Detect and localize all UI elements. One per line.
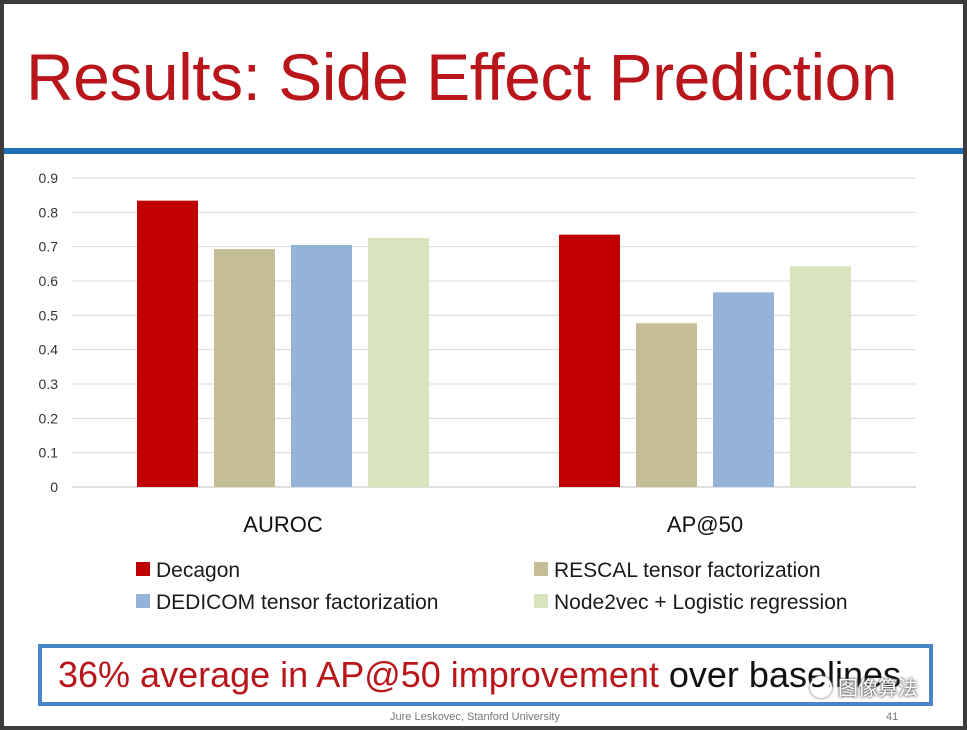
y-tick-label: 0.3 (39, 376, 59, 392)
legend-label: DEDICOM tensor factorization (156, 591, 438, 614)
bar-rescal-tensor-factorization-auroc (214, 249, 275, 487)
title-rule (4, 148, 963, 154)
y-tick-label: 0.7 (39, 239, 59, 255)
y-tick-label: 0.5 (39, 307, 59, 323)
watermark: 图像算法 (810, 672, 918, 701)
bar-dedicom-tensor-factorization-auroc (291, 244, 352, 487)
y-tick-label: 0.9 (39, 170, 59, 186)
bar-node2vec-logistic-regression-ap-50 (790, 266, 851, 487)
bar-chart: 0 0.1 0.2 0.3 0.4 0.5 0.6 0.7 0.8 0.9 AUROC AP@50 De… (39, 170, 916, 614)
bar-dedicom-tensor-factorization-ap-50 (713, 292, 774, 487)
bar-node2vec-logistic-regression-auroc (368, 238, 429, 487)
legend-label: Decagon (156, 559, 240, 582)
watermark-text: 图像算法 (838, 678, 918, 700)
y-tick-label: 0 (50, 479, 58, 495)
wechat-icon (810, 675, 832, 698)
slide-title: Results: Side Effect Prediction (26, 40, 898, 114)
slide: Results: Side Effect Prediction 0 0.1 0.2 0… (4, 4, 963, 726)
legend-swatch (136, 562, 150, 576)
callout-rest: over baselines (668, 654, 902, 695)
y-tick-label: 0.2 (39, 410, 59, 426)
legend-swatch (534, 594, 548, 608)
bar-decagon-auroc (137, 200, 198, 487)
callout-highlight: 36% average in AP@50 improvement (58, 654, 659, 695)
category-label: AUROC (243, 512, 323, 537)
footer-author: Jure Leskovec, Stanford University (390, 711, 560, 723)
y-tick-label: 0.1 (39, 445, 59, 461)
y-tick-label: 0.4 (39, 342, 59, 358)
legend-swatch (534, 562, 548, 576)
y-tick-label: 0.6 (39, 273, 59, 289)
legend-swatch (136, 594, 150, 608)
bar-decagon-ap-50 (559, 234, 620, 487)
page-number: 41 (886, 711, 899, 723)
legend-label: RESCAL tensor factorization (554, 559, 821, 582)
legend-label: Node2vec + Logistic regression (554, 591, 848, 614)
callout-box: 36% average in AP@50 improvement over ba… (38, 644, 933, 706)
category-label: AP@50 (667, 512, 743, 537)
bar-rescal-tensor-factorization-ap-50 (636, 323, 697, 487)
y-tick-label: 0.8 (39, 204, 59, 220)
